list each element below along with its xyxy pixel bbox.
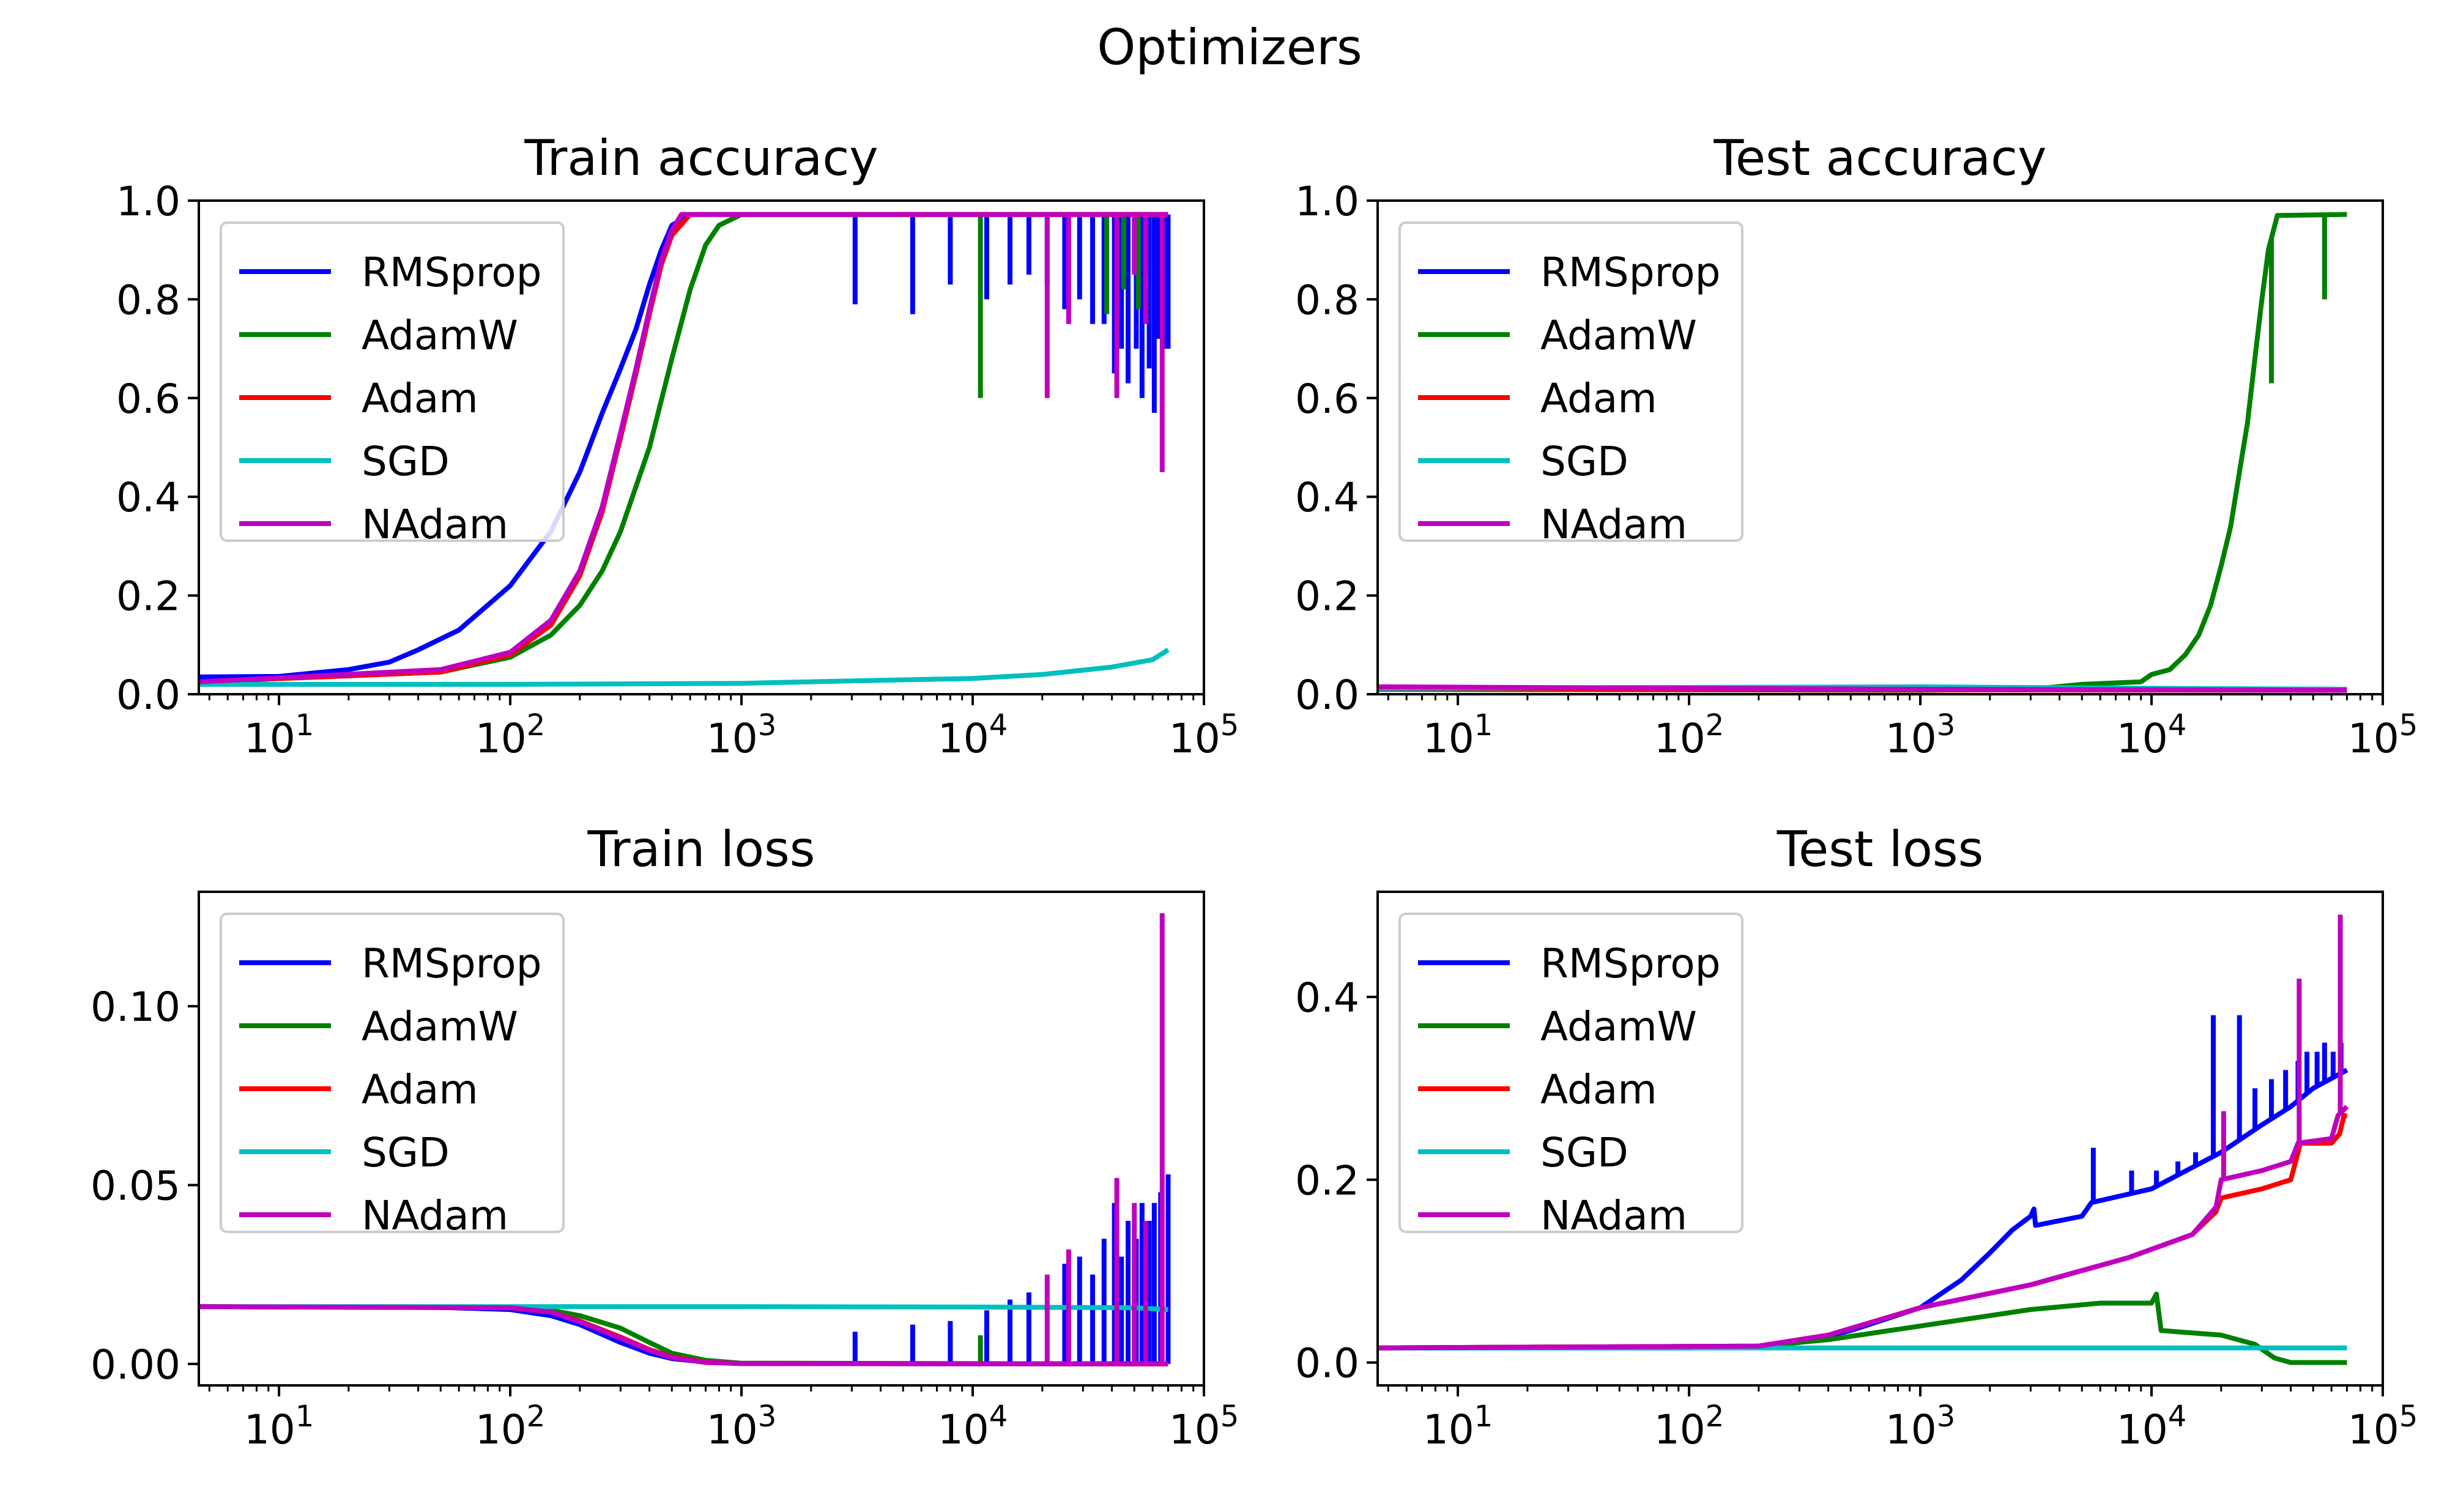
- x-tick-label: 105: [1169, 1399, 1239, 1453]
- legend-label-adamw: AdamW: [1540, 1003, 1697, 1050]
- series-line-nadam: [1378, 1105, 2349, 1351]
- series-group: [199, 212, 1171, 687]
- legend-label-sgd: SGD: [362, 438, 450, 485]
- y-tick-label: 0.8: [1295, 276, 1359, 324]
- y-tick-label: 0.0: [116, 672, 180, 719]
- legend-label-nadam: NAdam: [1540, 501, 1687, 548]
- legend-label-rmsprop: RMSprop: [1540, 249, 1721, 296]
- y-tick-label: 0.2: [116, 573, 180, 620]
- legend-label-nadam: NAdam: [362, 1192, 508, 1239]
- y-tick-label: 0.4: [116, 474, 180, 521]
- legend-label-adam: Adam: [362, 375, 478, 422]
- x-tick-label: 103: [707, 708, 777, 762]
- legend-label-adamw: AdamW: [1540, 312, 1697, 359]
- subplot-title: Test loss: [1777, 821, 1984, 878]
- x-tick-label: 102: [1654, 1399, 1725, 1453]
- x-tick-label: 105: [2348, 1399, 2418, 1453]
- legend-label-adam: Adam: [1540, 1066, 1657, 1113]
- legend-label-sgd: SGD: [362, 1129, 450, 1176]
- x-tick-label: 101: [244, 1399, 314, 1453]
- x-tick-label: 104: [2117, 708, 2187, 762]
- subplot-title: Train accuracy: [524, 130, 878, 187]
- y-tick-label: 0.0: [1295, 672, 1359, 719]
- x-tick-label: 102: [1654, 708, 1725, 762]
- subplot-train-loss: Train loss 101 102 103 104 105 0.00 0.05 0.10 RMS…: [91, 821, 1239, 1453]
- subplot-test-accuracy: Test accuracy 101 102 103 104 105 0.0 0.2 0.4 0.6…: [1295, 130, 2418, 762]
- legend-label-adamw: AdamW: [362, 312, 518, 359]
- series-line-nadam: [199, 212, 1168, 684]
- series-line-adamw: [199, 212, 1168, 684]
- y-tick-label: 0.10: [91, 984, 180, 1031]
- legend: RMSprop AdamW Adam SGD NAdam: [1398, 221, 1743, 548]
- x-tick-label: 103: [1885, 708, 1956, 762]
- x-tick-label: 103: [1885, 1399, 1956, 1453]
- x-tick-label: 101: [1423, 708, 1493, 762]
- legend-label-rmsprop: RMSprop: [362, 249, 542, 296]
- series-line-adamw: [1378, 1291, 2347, 1365]
- legend-label-rmsprop: RMSprop: [1540, 940, 1721, 987]
- x-tick-label: 103: [707, 1399, 777, 1453]
- y-tick-label: 0.4: [1295, 974, 1359, 1021]
- y-tick-label: 0.6: [1295, 376, 1359, 423]
- series-line-nadam: [199, 1304, 1168, 1366]
- x-tick-label: 105: [1169, 708, 1239, 762]
- plot-frame: [1376, 891, 2384, 1387]
- series-line-adamw: [1378, 212, 2347, 693]
- x-tick-label: 105: [2348, 708, 2418, 762]
- y-tick-label: 0.4: [1295, 474, 1359, 521]
- subplot-test-loss: Test loss 101 102 103 104 105 0.0 0.2 0.4 RMSprop…: [1295, 821, 2418, 1453]
- x-tick-label: 101: [1423, 1399, 1493, 1453]
- x-tick-label: 104: [938, 708, 1008, 762]
- x-tick-label: 102: [475, 708, 546, 762]
- x-tick-label: 104: [938, 1399, 1008, 1453]
- y-tick-label: 0.6: [116, 376, 180, 423]
- series-line-nadam: [1378, 684, 2347, 693]
- legend: RMSprop AdamW Adam SGD NAdam: [1398, 913, 1743, 1239]
- legend: RMSprop AdamW Adam SGD NAdam: [220, 913, 565, 1239]
- legend-label-adam: Adam: [1540, 375, 1657, 422]
- x-tick-label: 101: [244, 708, 314, 762]
- plot-frame: [1376, 199, 2384, 695]
- y-tick-label: 1.0: [1295, 178, 1359, 225]
- subplot-title: Test accuracy: [1714, 130, 2047, 187]
- series-group: [1378, 914, 2349, 1365]
- series-group: [1378, 212, 2347, 693]
- y-tick-label: 1.0: [116, 178, 180, 225]
- series-group: [199, 913, 1171, 1366]
- subplot-title: Train loss: [587, 821, 815, 878]
- legend-label-rmsprop: RMSprop: [362, 940, 542, 987]
- y-tick-label: 0.2: [1295, 573, 1359, 620]
- legend-label-adam: Adam: [362, 1066, 478, 1113]
- series-line-rmsprop: [199, 212, 1168, 680]
- y-tick-label: 0.05: [91, 1163, 180, 1210]
- plot-frame: [198, 891, 1205, 1387]
- x-tick-label: 104: [2117, 1399, 2187, 1453]
- series-line-adamw: [199, 1304, 1168, 1366]
- y-tick-label: 0.0: [1295, 1340, 1359, 1387]
- figure-title: Optimizers: [1097, 19, 1362, 76]
- y-tick-label: 0.2: [1295, 1157, 1359, 1204]
- legend-label-sgd: SGD: [1540, 1129, 1628, 1176]
- plot-frame: [198, 199, 1205, 695]
- legend-label-nadam: NAdam: [362, 501, 508, 548]
- legend: RMSprop AdamW Adam SGD NAdam: [220, 221, 565, 548]
- y-tick-label: 0.8: [116, 276, 180, 324]
- y-tick-label: 0.00: [91, 1341, 180, 1388]
- series-line-sgd: [199, 648, 1170, 687]
- subplot-train-accuracy: Train accuracy 101 102 103 104 105 0.0 0.2 0.4 0.…: [116, 130, 1239, 762]
- legend-label-sgd: SGD: [1540, 438, 1628, 485]
- legend-label-adamw: AdamW: [362, 1003, 518, 1050]
- legend-label-nadam: NAdam: [1540, 1192, 1687, 1239]
- x-tick-label: 102: [475, 1399, 546, 1453]
